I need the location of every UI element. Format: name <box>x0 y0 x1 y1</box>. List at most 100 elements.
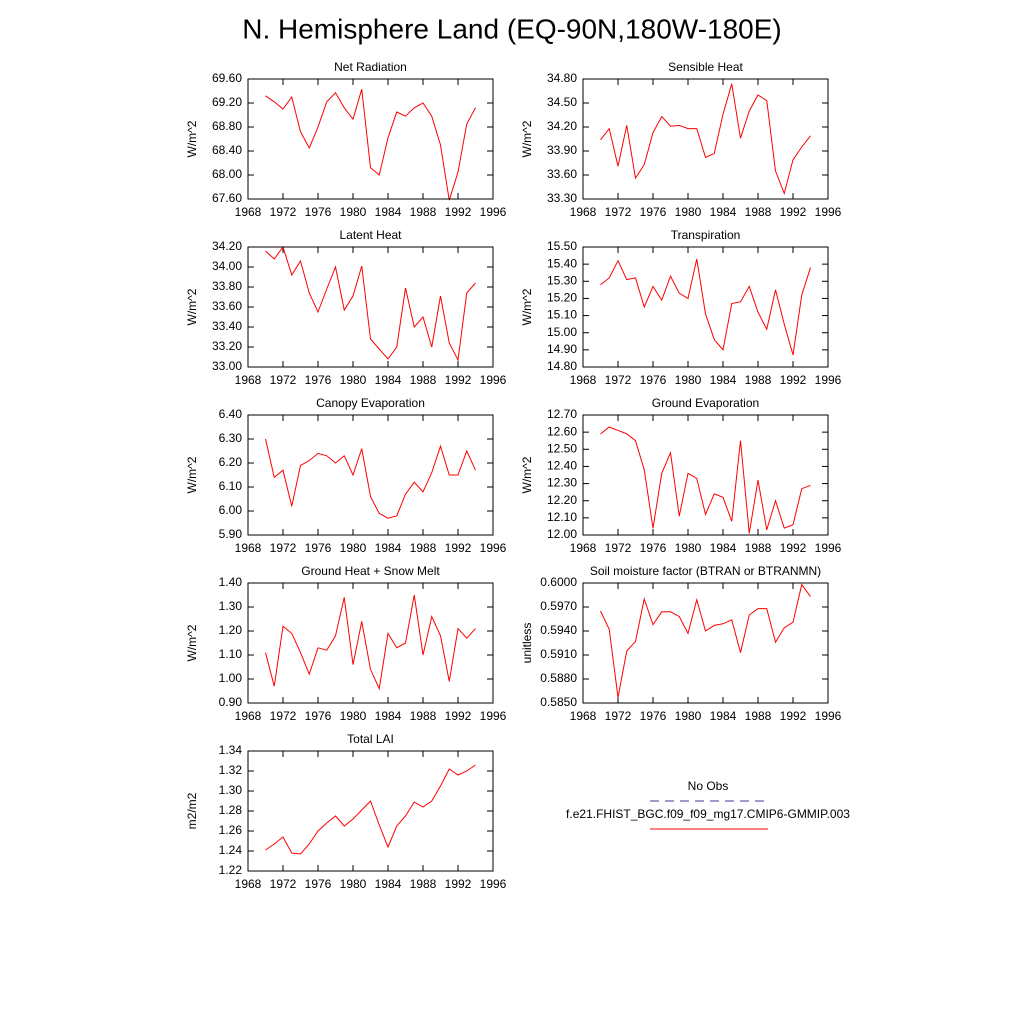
y-tick-label: 34.20 <box>547 119 577 133</box>
x-tick-label: 1976 <box>640 205 667 219</box>
y-tick-label: 1.32 <box>219 763 243 777</box>
y-tick-label: 0.90 <box>219 695 243 709</box>
x-tick-label: 1984 <box>710 709 737 723</box>
y-tick-label: 33.30 <box>547 191 577 205</box>
y-tick-label: 12.30 <box>547 476 577 490</box>
x-tick-label: 1984 <box>375 709 402 723</box>
x-tick-label: 1988 <box>410 541 437 555</box>
panel: Latent Heat 33.00 33.20 33.40 33.60 33.80 34.0… <box>185 228 506 387</box>
x-tick-label: 1980 <box>340 877 367 891</box>
data-line <box>265 89 476 201</box>
y-tick-label: 6.00 <box>219 503 243 517</box>
x-tick-label: 1968 <box>235 205 262 219</box>
panel-title: Sensible Heat <box>668 60 743 74</box>
x-tick-label: 1984 <box>710 205 737 219</box>
y-tick-label: 34.20 <box>212 239 242 253</box>
y-tick-label: 15.30 <box>547 273 577 287</box>
panel: Net Radiation 67.60 68.00 68.40 68.80 69.20 69… <box>185 60 506 219</box>
x-tick-label: 1976 <box>640 541 667 555</box>
data-line <box>600 583 811 698</box>
x-tick-label: 1984 <box>375 373 402 387</box>
y-tick-label: 12.10 <box>547 510 577 524</box>
x-tick-label: 1988 <box>410 709 437 723</box>
y-tick-label: 33.40 <box>212 319 242 333</box>
y-tick-label: 0.5970 <box>540 599 577 613</box>
y-tick-label: 15.50 <box>547 239 577 253</box>
y-tick-label: 0.5940 <box>540 623 577 637</box>
y-tick-label: 69.60 <box>212 71 242 85</box>
y-tick-label: 34.80 <box>547 71 577 85</box>
y-tick-label: 1.30 <box>219 599 243 613</box>
y-tick-label: 15.00 <box>547 325 577 339</box>
x-tick-label: 1996 <box>480 709 507 723</box>
y-tick-label: 68.40 <box>212 143 242 157</box>
y-tick-label: 1.20 <box>219 623 243 637</box>
figure-title: N. Hemisphere Land (EQ-90N,180W-180E) <box>242 13 782 44</box>
x-tick-label: 1984 <box>375 541 402 555</box>
panel-title: Latent Heat <box>339 228 402 242</box>
x-tick-label: 1992 <box>780 373 807 387</box>
x-tick-label: 1996 <box>815 373 842 387</box>
x-tick-label: 1980 <box>340 373 367 387</box>
y-axis-label: W/m^2 <box>185 288 199 325</box>
panel: Total LAI 1.22 1.24 1.26 1.28 1.30 1.32 1.34 196… <box>185 732 506 891</box>
x-tick-label: 1968 <box>570 709 597 723</box>
panel: Canopy Evaporation 5.90 6.00 6.10 6.20 6.30 6.… <box>185 396 506 555</box>
y-axis-label: W/m^2 <box>520 456 534 493</box>
x-tick-label: 1984 <box>375 877 402 891</box>
y-tick-label: 12.60 <box>547 424 577 438</box>
panel-title: Net Radiation <box>334 60 407 74</box>
y-tick-label: 1.40 <box>219 575 243 589</box>
y-axis-label: W/m^2 <box>520 120 534 157</box>
x-tick-label: 1996 <box>815 541 842 555</box>
y-tick-label: 5.90 <box>219 527 243 541</box>
plot-frame <box>582 78 829 200</box>
x-tick-label: 1968 <box>570 541 597 555</box>
x-tick-label: 1968 <box>235 373 262 387</box>
y-tick-label: 68.80 <box>212 119 242 133</box>
x-tick-label: 1992 <box>780 541 807 555</box>
x-tick-label: 1980 <box>675 541 702 555</box>
panel-title: Soil moisture factor (BTRAN or BTRANMN) <box>590 564 821 578</box>
panel: Transpiration 14.80 14.90 15.00 15.10 15.20 15… <box>520 228 841 387</box>
x-tick-label: 1988 <box>745 709 772 723</box>
panel: Ground Heat + Snow Melt 0.90 1.00 1.10 1.20 1… <box>185 564 506 723</box>
plot-frame <box>247 750 494 872</box>
data-line <box>265 245 476 362</box>
legend-label: f.e21.FHIST_BGC.f09_f09_mg17.CMIP6-GMMIP… <box>566 807 850 821</box>
panel: Soil moisture factor (BTRAN or BTRANMN) 0… <box>520 564 841 723</box>
x-tick-label: 1992 <box>445 373 472 387</box>
x-tick-label: 1984 <box>375 205 402 219</box>
plot-frame <box>582 582 829 704</box>
y-tick-label: 33.80 <box>212 279 242 293</box>
y-tick-label: 34.00 <box>212 259 242 273</box>
x-tick-label: 1988 <box>410 877 437 891</box>
x-tick-label: 1992 <box>445 541 472 555</box>
y-tick-label: 1.34 <box>219 743 243 757</box>
y-tick-label: 34.50 <box>547 95 577 109</box>
y-tick-label: 15.10 <box>547 308 577 322</box>
x-tick-label: 1992 <box>445 877 472 891</box>
x-tick-label: 1972 <box>605 541 632 555</box>
y-tick-label: 12.70 <box>547 407 577 421</box>
x-tick-label: 1968 <box>570 205 597 219</box>
data-line <box>600 426 811 534</box>
x-tick-label: 1972 <box>270 541 297 555</box>
x-tick-label: 1972 <box>270 709 297 723</box>
x-tick-label: 1984 <box>710 373 737 387</box>
x-tick-label: 1980 <box>340 709 367 723</box>
y-tick-label: 12.20 <box>547 493 577 507</box>
y-tick-label: 68.00 <box>212 167 242 181</box>
x-tick-label: 1996 <box>480 205 507 219</box>
x-tick-label: 1992 <box>780 709 807 723</box>
panel-title: Total LAI <box>347 732 394 746</box>
x-tick-label: 1972 <box>270 877 297 891</box>
x-tick-label: 1992 <box>445 205 472 219</box>
y-tick-label: 1.30 <box>219 783 243 797</box>
y-tick-label: 1.00 <box>219 671 243 685</box>
x-tick-label: 1968 <box>235 877 262 891</box>
x-tick-label: 1996 <box>815 709 842 723</box>
x-tick-label: 1996 <box>480 373 507 387</box>
data-line <box>265 438 476 519</box>
y-tick-label: 69.20 <box>212 95 242 109</box>
